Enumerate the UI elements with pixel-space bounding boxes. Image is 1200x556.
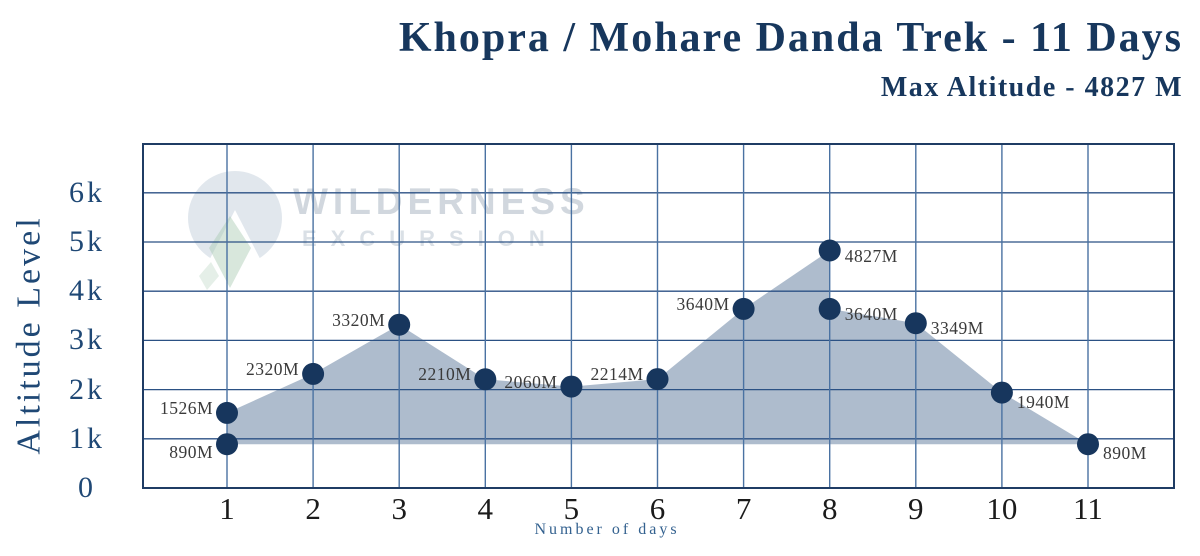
- data-point-dot: [388, 313, 411, 336]
- watermark-brand-name: WILDERNESS: [293, 181, 590, 222]
- chart-header: Khopra / Mohare Danda Trek - 11 Days Max…: [399, 14, 1183, 104]
- data-point-dot: [560, 375, 583, 398]
- data-point-dot: [818, 297, 841, 320]
- area-fill: [227, 250, 1088, 445]
- data-point-dot: [216, 433, 238, 456]
- y-axis-title: Altitude Level: [10, 215, 48, 455]
- data-point-dot: [904, 312, 927, 335]
- data-point-dot: [646, 368, 669, 391]
- watermark-brand-sub: EXCURSION: [302, 226, 559, 251]
- data-point-dot: [302, 362, 325, 385]
- data-point-dot: [818, 239, 841, 262]
- x-axis-title: Number of days: [534, 521, 680, 538]
- data-point-dot: [474, 368, 497, 391]
- data-point-dot: [990, 381, 1013, 404]
- data-point-dot: [216, 401, 238, 424]
- chart-title: Khopra / Mohare Danda Trek - 11 Days: [398, 15, 1183, 61]
- plot-border: [142, 143, 1175, 489]
- chart-subtitle: Max Altitude - 4827 M: [880, 72, 1183, 103]
- data-point-dot: [732, 297, 755, 320]
- data-point-dot: [1077, 433, 1099, 456]
